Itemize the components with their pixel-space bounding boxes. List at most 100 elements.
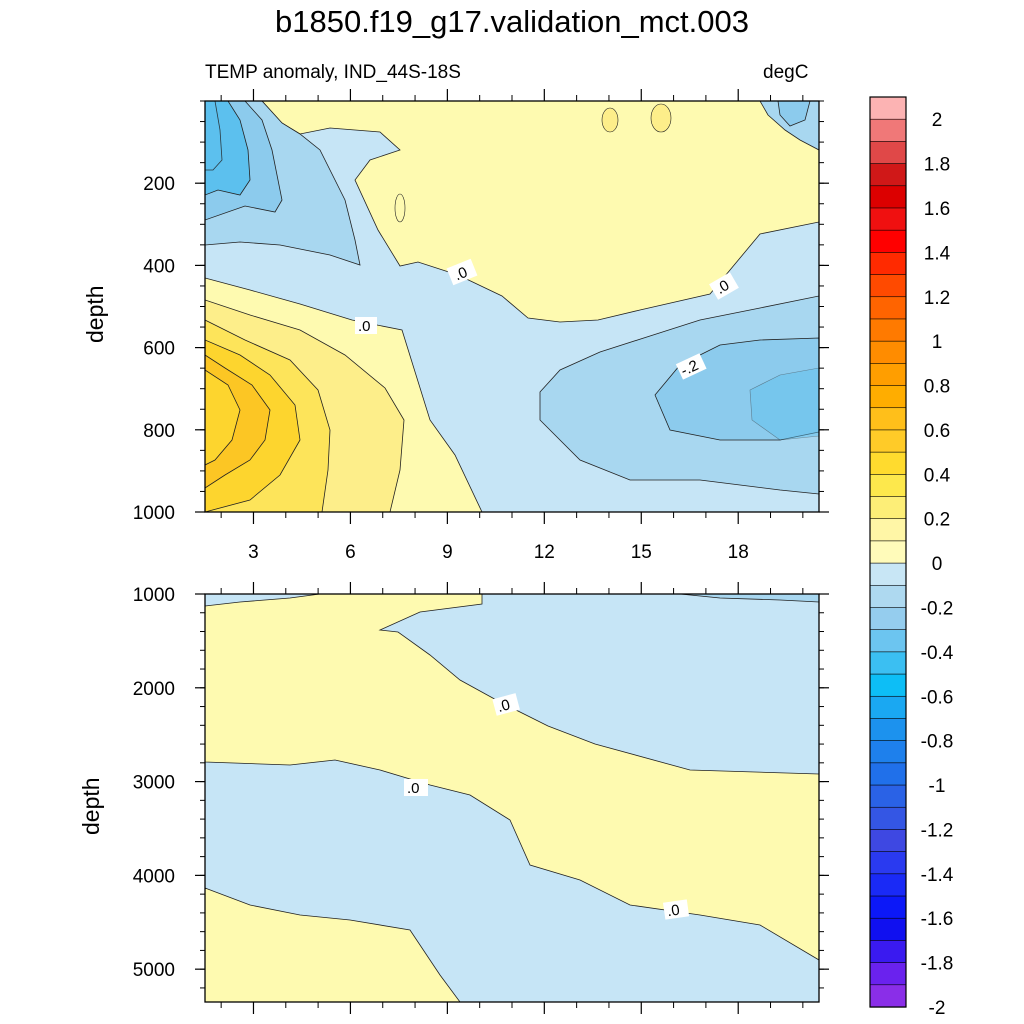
colorbar-swatch [869,806,907,831]
colorbar-label: 2 [932,110,943,131]
colorbar-swatch [869,252,907,276]
colorbar-swatch [869,118,907,142]
colorbar-label: -1.2 [921,820,954,841]
lower-cold-topright [679,594,819,603]
colorbar-label: -2 [929,998,946,1019]
colorbar-swatch [869,562,907,586]
lower-contour-label-bg-3 [663,899,690,920]
colorbar-swatch [869,673,907,697]
y-tick-label: 1000 [133,503,175,524]
upper-warm-region [261,101,819,323]
colorbar-label: -1.4 [921,865,954,886]
y-tick-label: 600 [143,339,175,360]
upper-warm-island-3 [601,107,619,133]
colorbar-swatch [869,962,907,986]
colorbar-swatch [869,718,907,742]
colorbar-label: 1.2 [924,288,950,309]
colorbar-swatch [869,274,907,298]
colorbar-swatch [869,895,907,919]
chart-title: b1850.f19_g17.validation_mct.003 [275,4,749,39]
upper-ticks: 200 400 600 800 1000 3 6 9 12 15 18 [133,89,829,563]
lower-cold-topleft [205,594,321,607]
colorbar-swatch [869,163,907,187]
lower-contour-label-bg-1 [492,693,520,716]
colorbar-swatch [869,740,907,764]
colorbar-label: 0.4 [924,465,951,486]
colorbar-label: -0.4 [921,643,954,664]
upper-warm-5 [205,369,241,466]
colorbar-label: 1.4 [924,243,951,264]
upper-cold-4 [205,101,223,171]
colorbar-label: -1.8 [921,954,954,975]
upper-panel: 200 400 600 800 1000 3 6 9 12 15 18 .0 .0 .0 -.2 [133,89,829,563]
colorbar: 2 1.8 1.6 1.4 1.2 1 0.8 0.6 0.4 0.2 0 -0.2 -0.4 -0.6 -… [869,96,954,1019]
colorbar-swatch [869,141,907,165]
y-tick-label: 200 [143,174,175,195]
x-tick-label: 9 [442,542,453,563]
lower-contour-labels: .0 .0 .0 [404,693,690,921]
colorbar-label: 0.8 [924,377,950,398]
colorbar-label: -0.8 [921,732,954,753]
colorbar-swatch [869,296,907,320]
colorbar-label: 1.6 [924,199,950,220]
colorbar-swatch [869,451,907,475]
y-tick-label: 800 [143,421,175,442]
colorbar-frame [869,96,907,1008]
colorbar-swatch [869,784,907,808]
upper-contour-labels: .0 .0 .0 -.2 [355,258,739,380]
lower-warm-band-1 [205,594,819,961]
colorbar-swatch [869,762,907,786]
colorbar-swatch [869,873,907,897]
colorbar-swatch [869,829,907,853]
y-tick-label: 4000 [133,866,175,887]
x-tick-label: 18 [728,542,749,563]
colorbar-label: 1.8 [924,155,950,176]
colorbar-swatch [869,584,907,609]
colorbar-label: 1 [932,332,943,353]
upper-contour-label-bg-3 [355,317,377,334]
colorbar-swatch [869,651,907,675]
colorbar-swatch [869,917,907,942]
upper-cold-right-3 [749,367,819,441]
upper-warm-island-2 [650,103,672,133]
y-tick-label: 400 [143,256,175,277]
upper-cold-topright-2 [777,101,811,127]
colorbar-swatch [869,207,907,231]
colorbar-swatch [869,185,907,209]
colorbar-swatch [869,363,907,387]
colorbar-swatch [869,695,907,720]
colorbar-swatch [869,96,907,120]
units-label: degC [763,62,809,83]
colorbar-swatch [869,318,907,342]
colorbar-swatch [869,229,907,253]
upper-contour-label: .0 [452,264,470,284]
colorbar-swatch [869,629,907,653]
upper-contour-label-bg-2 [709,272,739,300]
x-tick-label: 12 [534,542,555,563]
colorbar-swatch [869,607,907,631]
colorbar-label: -1 [929,776,946,797]
colorbar-swatch [869,474,907,498]
y-tick-label: 2000 [133,679,175,700]
colorbar-swatch [869,385,907,409]
x-tick-label: 3 [248,542,259,563]
colorbar-label: 0 [932,554,943,575]
y-tick-label: 1000 [133,585,175,606]
lower-warm-band-2 [205,887,461,1002]
lower-contour-label: .0 [666,902,681,921]
lower-ticks: 1000 2000 3000 4000 5000 [133,582,829,1014]
upper-contour-label: .0 [358,318,371,335]
variable-label: TEMP anomaly, IND_44S-18S [205,62,461,83]
upper-contour-label: -.2 [678,357,701,380]
y-tick-label: 5000 [133,960,175,981]
colorbar-swatch [869,407,907,431]
x-tick-label: 15 [631,542,652,563]
colorbar-label: 0.6 [924,421,950,442]
colorbar-label: -0.6 [921,687,954,708]
colorbar-swatch [869,940,907,964]
colorbar-label: 0.2 [924,510,950,531]
colorbar-swatch [869,984,907,1008]
colorbar-swatch [869,518,907,542]
upper-warm-island [394,193,406,223]
